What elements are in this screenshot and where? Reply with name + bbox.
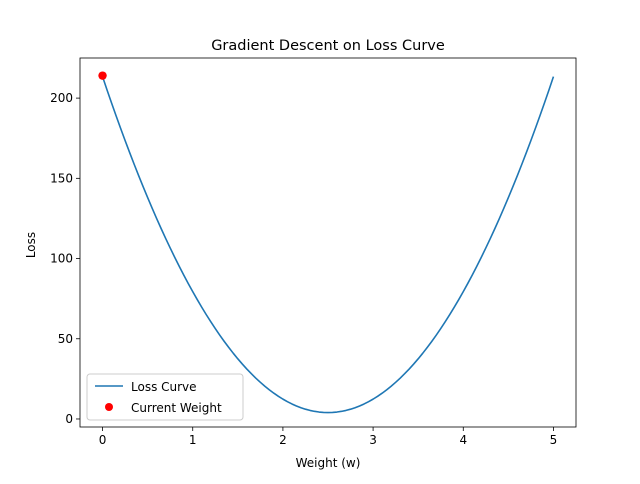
y-tick-label: 50: [58, 332, 73, 346]
y-tick-label: 0: [65, 412, 73, 426]
legend-label-current-weight: Current Weight: [131, 401, 222, 415]
y-axis-ticks: 0 50 100 150 200: [50, 91, 80, 426]
legend-box: [86, 373, 244, 421]
axes-frame: [79, 57, 577, 428]
y-tick-label: 150: [50, 171, 73, 185]
x-axis-label: Weight (w): [296, 456, 361, 470]
legend-label-loss-curve: Loss Curve: [131, 380, 197, 394]
y-axis-label: Loss: [24, 232, 38, 258]
x-tick-label: 5: [550, 433, 558, 447]
x-tick-label: 4: [459, 433, 467, 447]
y-tick-label: 200: [50, 91, 73, 105]
x-tick-label: 2: [279, 433, 287, 447]
x-tick-label: 1: [189, 433, 197, 447]
loss-curve-line: [101, 76, 555, 414]
plot-series: [98, 71, 555, 414]
x-tick-label: 0: [99, 433, 107, 447]
x-axis-ticks: 0 1 2 3 4 5: [99, 427, 558, 447]
current-weight-point: [98, 71, 107, 80]
legend: Loss Curve Current Weight: [86, 373, 244, 421]
chart-title: Gradient Descent on Loss Curve: [211, 38, 445, 54]
y-tick-label: 100: [50, 252, 73, 266]
x-tick-label: 3: [369, 433, 377, 447]
legend-point-swatch: [105, 403, 113, 411]
